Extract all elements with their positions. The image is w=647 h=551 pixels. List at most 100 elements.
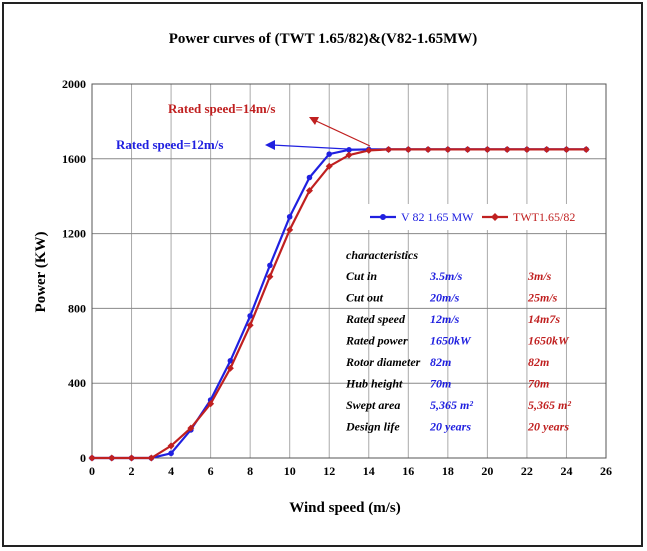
annotation-arrowhead-red	[309, 117, 319, 125]
tick-labels: 0 2 4 6 8 10 12 14 16 18 20 22 24 2604008001200160020…	[62, 77, 612, 478]
data-point	[267, 262, 273, 269]
table-row-label: Hub height	[345, 377, 403, 391]
table-row-label: Cut out	[346, 291, 384, 305]
x-tick-label: 24	[560, 464, 572, 478]
x-tick-label: 22	[521, 464, 533, 478]
data-point	[306, 174, 313, 181]
x-tick-label: 2	[129, 464, 135, 478]
chart-frame	[2, 2, 643, 547]
y-tick-label: 1200	[62, 227, 86, 241]
annotations: Rated speed=14m/s Rated speed=12m/s	[116, 101, 371, 152]
plot-area	[91, 83, 607, 459]
legend-label: V 82 1.65 MW	[401, 210, 474, 224]
legend-label: TWT1.65/82	[513, 210, 575, 224]
data-point	[325, 162, 333, 170]
series-line-1	[92, 148, 587, 460]
x-axis-title: Wind speed (m/s)	[289, 500, 400, 516]
data-point	[187, 424, 195, 432]
legend: V 82 1.65 MW TWT1.65/82	[366, 204, 596, 230]
data-point	[286, 213, 293, 220]
x-tick-label: 20	[481, 464, 493, 478]
table-cell-v82: 82m	[430, 355, 451, 369]
data-point	[483, 145, 491, 153]
annotation-arrow-red	[313, 119, 371, 147]
table-cell-twt: 70m	[528, 377, 549, 391]
legend-box	[366, 204, 596, 230]
table-cell-twt: 1650kW	[528, 334, 570, 348]
x-tick-label: 6	[208, 464, 214, 478]
data-point	[168, 450, 174, 457]
x-tick-label: 10	[284, 464, 296, 478]
y-tick-label: 1600	[62, 152, 86, 166]
table-row-label: Rated power	[345, 334, 408, 348]
series-layer	[88, 145, 590, 462]
table-cell-v82: 20m/s	[429, 291, 460, 305]
table-cell-twt: 3m/s	[527, 269, 552, 283]
table-cell-v82: 5,365 m²	[430, 398, 473, 412]
x-tick-label: 16	[402, 464, 414, 478]
x-tick-label: 12	[323, 464, 335, 478]
data-point	[562, 145, 570, 153]
data-point	[365, 146, 373, 154]
x-tick-label: 26	[600, 464, 612, 478]
data-point	[424, 145, 432, 153]
data-point	[128, 454, 136, 462]
table-cell-twt: 14m7s	[528, 312, 560, 326]
table-cell-v82: 70m	[430, 377, 451, 391]
table-cell-v82: 12m/s	[430, 312, 460, 326]
annotation-rated-12: Rated speed=12m/s	[116, 137, 223, 152]
data-point	[266, 273, 274, 281]
annotation-arrow-blue	[271, 144, 367, 151]
data-point	[246, 321, 254, 329]
data-point	[464, 145, 472, 153]
y-axis-title: Power (KW)	[33, 232, 49, 313]
data-point	[286, 226, 294, 234]
y-tick-label: 2000	[62, 77, 86, 91]
characteristics-table: characteristics Cut in 3.5m/s 3m/s Cut out 20…	[345, 248, 571, 434]
table-cell-v82: 20 years	[429, 420, 471, 434]
y-tick-label: 800	[68, 301, 86, 315]
data-point	[147, 454, 155, 462]
table-cell-twt: 5,365 m²	[528, 398, 571, 412]
legend-marker	[491, 213, 499, 221]
data-point	[444, 145, 452, 153]
data-point	[108, 454, 116, 462]
data-point	[227, 357, 234, 364]
table-row-label: Rated speed	[345, 312, 406, 326]
data-point	[503, 145, 511, 153]
data-point	[404, 145, 412, 153]
data-point	[305, 187, 313, 195]
data-point	[226, 364, 234, 372]
table-row-label: Cut in	[346, 269, 377, 283]
data-point	[247, 313, 253, 319]
x-tick-label: 0	[89, 464, 95, 478]
table-cell-v82: 1650kW	[430, 334, 472, 348]
chart-title: Power curves of (TWT 1.65/82)&(V82-1.65M…	[169, 31, 478, 47]
table-cell-v82: 3.5m/s	[429, 269, 463, 283]
data-point	[345, 151, 353, 159]
data-point	[88, 454, 96, 462]
table-row-label: Swept area	[346, 398, 400, 412]
table-header: characteristics	[346, 248, 418, 262]
x-tick-label: 14	[363, 464, 375, 478]
data-point	[523, 145, 531, 153]
series-line-2	[92, 148, 587, 460]
annotation-arrowhead-blue	[265, 140, 275, 150]
table-row-label: Design life	[345, 420, 400, 434]
data-point	[326, 151, 333, 157]
table-cell-twt: 20 years	[527, 420, 569, 434]
data-point	[582, 145, 590, 153]
x-tick-label: 8	[247, 464, 253, 478]
table-cell-twt: 82m	[528, 355, 549, 369]
annotation-rated-14: Rated speed=14m/s	[168, 101, 275, 116]
table-cell-twt: 25m/s	[527, 291, 558, 305]
data-point	[207, 400, 215, 408]
data-point	[385, 145, 393, 153]
legend-marker	[380, 214, 386, 220]
x-tick-label: 4	[168, 464, 174, 478]
y-tick-label: 0	[80, 451, 86, 465]
data-point	[543, 145, 551, 153]
x-tick-label: 18	[442, 464, 454, 478]
table-row-label: Rotor diameter	[345, 355, 421, 369]
